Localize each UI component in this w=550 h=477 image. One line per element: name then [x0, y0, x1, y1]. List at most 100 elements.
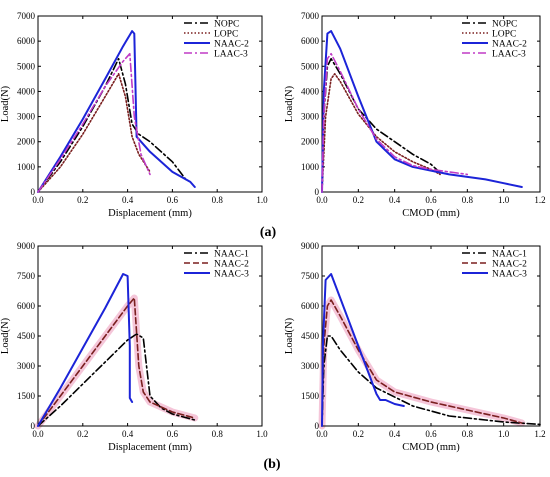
chart-a-left-ytick-label-2: 2000 [17, 137, 36, 147]
chart-b-right-ytick-label-3: 4500 [301, 331, 320, 341]
chart-b-left-series-naac-3 [37, 273, 134, 427]
chart-a-right-ytick-label-4: 4000 [301, 86, 320, 96]
chart-a-left-legend-label-naac-2: NAAC-2 [214, 40, 249, 50]
chart-a-left-xtick-label-1: 0.2 [77, 195, 88, 205]
chart-a-right-ytick-label-1: 1000 [301, 162, 320, 172]
chart-b-left-ytick-label-2: 3000 [17, 361, 36, 371]
chart-b-right-xlabel: CMOD (mm) [402, 442, 460, 453]
chart-b-right-series-naac-2 [321, 299, 523, 427]
chart-a-right-ytick-label-7: 7000 [301, 11, 320, 21]
chart-b-right-ytick-label-5: 7500 [301, 271, 320, 281]
chart-a-left-series-laac-3 [37, 52, 151, 193]
chart-a-left-ytick-label-1: 1000 [17, 162, 36, 172]
chart-b-left-legend-label-naac-2: NAAC-2 [214, 260, 249, 270]
chart-b-left-xtick-label-5: 1.0 [256, 429, 268, 439]
chart-b-left-ylabel: Load(N) [0, 317, 11, 354]
chart-a-left-ytick-label-7: 7000 [17, 11, 36, 21]
chart-a-left-xlabel: Displacement (mm) [108, 208, 192, 219]
chart-b-left-band [34, 294, 199, 430]
chart-b-left-xlabel: Displacement (mm) [108, 442, 192, 453]
chart-a-left-ylabel: Load(N) [0, 85, 11, 122]
chart-a-left-frame [37, 15, 263, 193]
chart-a-left-xtick-label-2: 0.4 [122, 195, 134, 205]
chart-b-right-series-naac-1 [321, 335, 541, 427]
chart-a-right-xlabel: CMOD (mm) [402, 208, 460, 219]
chart-b-right-xtick-label-3: 0.6 [425, 429, 437, 439]
chart-a-left-series-nopc [37, 57, 187, 193]
chart-a-left-ytick-label-6: 6000 [17, 36, 36, 46]
chart-b-left-series-naac-1 [37, 333, 196, 427]
chart-a-right-xtick-label-0: 0.0 [316, 195, 328, 205]
chart-b-right-xtick-label-0: 0.0 [316, 429, 328, 439]
panel-label-a: (a) [260, 225, 277, 240]
chart-b-right-xtick-label-4: 0.8 [462, 429, 474, 439]
panel-label-b: (b) [263, 457, 280, 472]
chart-a-right-xtick-label-1: 0.2 [353, 195, 364, 205]
chart-a-right: 0.0 0.2 0.4 0.6 0.8 1.0 1.2 0 1000 2000 3000 4000 50… [284, 11, 546, 219]
chart-a-left-legend-label-lopc: LOPC [214, 30, 238, 40]
chart-b-right-xtick-label-6: 1.2 [534, 429, 545, 439]
chart-b-left-series-naac-2 [37, 297, 196, 427]
chart-b-left: 0.0 0.2 0.4 0.6 0.8 1.0 0 1500 3000 4500 6000 7500 9… [0, 241, 268, 453]
chart-a-right-ytick-label-2: 2000 [301, 137, 320, 147]
chart-a-right-legend-label-nopc: NOPC [492, 20, 517, 30]
chart-b-left-xtick-label-4: 0.8 [212, 429, 224, 439]
chart-b-left-legend-label-naac-1: NAAC-1 [214, 250, 249, 260]
chart-b-right-ytick-label-6: 9000 [301, 241, 320, 251]
chart-b-right-ytick-label-2: 3000 [301, 361, 320, 371]
chart-a-right-legend-label-laac-3: LAAC-3 [492, 50, 526, 60]
chart-a-left-ytick-label-0: 0 [31, 187, 36, 197]
chart-a-right-legend-label-naac-2: NAAC-2 [492, 40, 527, 50]
chart-a-left-xtick-label-4: 0.8 [212, 195, 224, 205]
chart-a-right-ytick-label-6: 6000 [301, 36, 320, 46]
chart-b-left-xtick-label-2: 0.4 [122, 429, 134, 439]
chart-b-left-ytick-label-5: 7500 [17, 271, 36, 281]
chart-a-right-ylabel: Load(N) [284, 85, 295, 122]
chart-b-left-xtick-label-0: 0.0 [32, 429, 44, 439]
chart-b-left-ytick-label-1: 1500 [17, 391, 36, 401]
chart-b-right-ytick-label-4: 6000 [301, 301, 320, 311]
chart-b-left-xtick-label-1: 0.2 [77, 429, 88, 439]
chart-a-right-ytick-label-5: 5000 [301, 61, 320, 71]
chart-a-right-xtick-label-4: 0.8 [462, 195, 474, 205]
chart-a-left-legend-label-nopc: NOPC [214, 20, 239, 30]
chart-a-right-xtick-label-3: 0.6 [425, 195, 437, 205]
chart-a-left-ytick-label-5: 5000 [17, 61, 36, 71]
chart-b-right-xtick-label-5: 1.0 [498, 429, 510, 439]
chart-a-left-xtick-label-3: 0.6 [167, 195, 179, 205]
chart-a-right-series-laac-3 [321, 52, 469, 193]
chart-a-left-ytick-label-4: 4000 [17, 86, 36, 96]
chart-b-right-ytick-label-1: 1500 [301, 391, 320, 401]
chart-b-right-legend-label-naac-2: NAAC-2 [492, 260, 527, 270]
chart-a-left-series-lopc [37, 73, 151, 193]
chart-a-right-xtick-label-2: 0.4 [389, 195, 401, 205]
chart-a-right-legend-label-lopc: LOPC [492, 30, 516, 40]
chart-a-left-ytick-label-3: 3000 [17, 112, 36, 122]
chart-a-right-xtick-label-5: 1.0 [498, 195, 510, 205]
chart-a-left-series-naac-2 [37, 30, 196, 193]
chart-a-right-series-lopc [321, 73, 441, 193]
chart-b-left-xtick-label-3: 0.6 [167, 429, 179, 439]
chart-b-left-ytick-label-3: 4500 [17, 331, 36, 341]
chart-a-right-xtick-label-6: 1.2 [534, 195, 545, 205]
chart-b-right-xtick-label-1: 0.2 [353, 429, 364, 439]
chart-a-left: 0.0 0.2 0.4 0.6 0.8 1.0 0 1000 2000 3000 4000 5000 6… [0, 11, 268, 219]
chart-b-left-legend-label-naac-3: NAAC-3 [214, 270, 249, 280]
chart-a-left-xtick-label-5: 1.0 [256, 195, 268, 205]
chart-b-left-ytick-label-0: 0 [31, 421, 36, 431]
chart-b-right-band [318, 296, 526, 430]
chart-b-left-ytick-label-6: 9000 [17, 241, 36, 251]
chart-a-right-series-naac-2 [321, 30, 523, 193]
chart-b-right-legend-label-naac-3: NAAC-3 [492, 270, 527, 280]
chart-a-left-legend-label-laac-3: LAAC-3 [214, 50, 248, 60]
chart-a-right-ytick-label-0: 0 [315, 187, 320, 197]
chart-a-right-series-nopc [321, 57, 443, 193]
chart-a-right-ytick-label-3: 3000 [301, 112, 320, 122]
chart-b-left-ytick-label-4: 6000 [17, 301, 36, 311]
chart-b-right-xtick-label-2: 0.4 [389, 429, 401, 439]
chart-b-right-ytick-label-0: 0 [315, 421, 320, 431]
chart-a-left-xtick-label-0: 0.0 [32, 195, 44, 205]
chart-b-right-ylabel: Load(N) [284, 317, 295, 354]
chart-b-right-legend-label-naac-1: NAAC-1 [492, 250, 527, 260]
